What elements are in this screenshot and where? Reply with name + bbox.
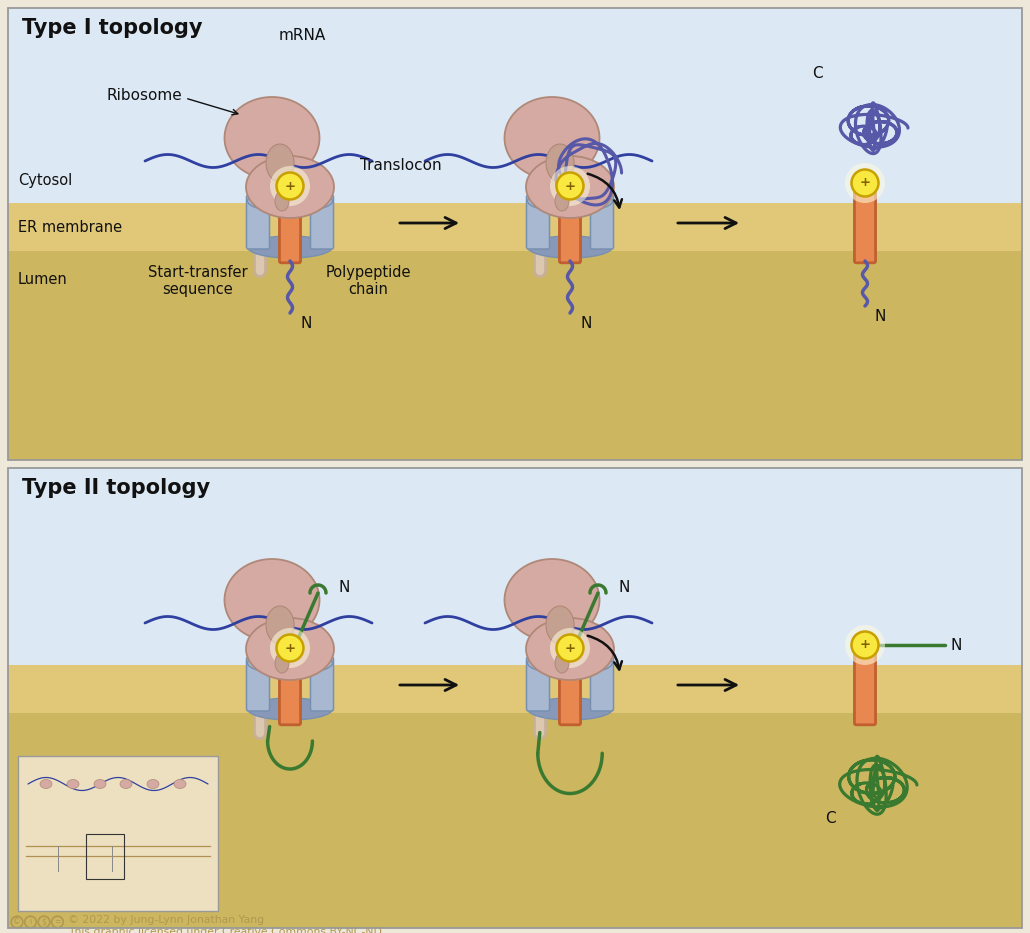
Text: +: + xyxy=(859,638,870,651)
Ellipse shape xyxy=(555,191,569,211)
FancyBboxPatch shape xyxy=(855,653,876,725)
Ellipse shape xyxy=(546,606,574,644)
Text: ©: © xyxy=(13,917,21,926)
FancyBboxPatch shape xyxy=(526,657,549,711)
Circle shape xyxy=(270,166,310,206)
Text: Type II topology: Type II topology xyxy=(22,478,210,498)
Ellipse shape xyxy=(270,196,310,206)
FancyBboxPatch shape xyxy=(526,195,549,249)
Circle shape xyxy=(550,628,590,668)
Ellipse shape xyxy=(246,618,334,680)
Ellipse shape xyxy=(527,652,613,674)
Ellipse shape xyxy=(266,606,294,644)
FancyBboxPatch shape xyxy=(8,8,1022,203)
Circle shape xyxy=(845,163,885,203)
Text: C: C xyxy=(812,66,822,81)
Text: N: N xyxy=(950,637,961,652)
Text: +: + xyxy=(284,179,296,192)
Text: Lumen: Lumen xyxy=(18,272,68,286)
Text: Polypeptide
chain: Polypeptide chain xyxy=(325,265,411,298)
Ellipse shape xyxy=(505,97,599,179)
Text: +: + xyxy=(564,179,576,192)
Ellipse shape xyxy=(247,236,333,258)
Ellipse shape xyxy=(121,779,132,788)
Ellipse shape xyxy=(555,653,569,673)
FancyBboxPatch shape xyxy=(279,193,301,263)
FancyBboxPatch shape xyxy=(590,195,614,249)
Text: N: N xyxy=(338,579,349,594)
Ellipse shape xyxy=(526,156,614,218)
FancyBboxPatch shape xyxy=(8,251,1022,460)
Text: ER membrane: ER membrane xyxy=(18,219,123,234)
Text: =: = xyxy=(55,917,61,926)
Ellipse shape xyxy=(225,97,319,179)
FancyBboxPatch shape xyxy=(590,657,614,711)
Text: Type I topology: Type I topology xyxy=(22,18,203,38)
Ellipse shape xyxy=(505,559,599,641)
Text: C: C xyxy=(825,811,835,826)
FancyBboxPatch shape xyxy=(8,713,1022,928)
Ellipse shape xyxy=(270,658,310,668)
Ellipse shape xyxy=(527,698,613,720)
Ellipse shape xyxy=(526,618,614,680)
Ellipse shape xyxy=(40,779,52,788)
Text: mRNA: mRNA xyxy=(278,28,325,43)
Text: © 2022 by Jung-Lynn Jonathan Yang
This graphic licensed under Creative Commons B: © 2022 by Jung-Lynn Jonathan Yang This g… xyxy=(68,915,382,933)
Circle shape xyxy=(556,634,584,661)
Text: N: N xyxy=(580,316,591,331)
Circle shape xyxy=(550,166,590,206)
Ellipse shape xyxy=(247,190,333,212)
Ellipse shape xyxy=(246,156,334,218)
FancyBboxPatch shape xyxy=(855,191,876,263)
Ellipse shape xyxy=(225,559,319,641)
Ellipse shape xyxy=(527,190,613,212)
Text: N: N xyxy=(300,316,311,331)
Ellipse shape xyxy=(275,191,289,211)
Circle shape xyxy=(276,173,304,200)
Ellipse shape xyxy=(147,779,159,788)
FancyBboxPatch shape xyxy=(8,665,1022,713)
Text: N: N xyxy=(618,579,629,594)
Text: i: i xyxy=(30,917,32,926)
Circle shape xyxy=(270,628,310,668)
FancyBboxPatch shape xyxy=(310,195,334,249)
Circle shape xyxy=(276,634,304,661)
FancyBboxPatch shape xyxy=(559,193,581,263)
Ellipse shape xyxy=(247,698,333,720)
Circle shape xyxy=(556,173,584,200)
Circle shape xyxy=(852,632,879,659)
Ellipse shape xyxy=(550,196,590,206)
FancyBboxPatch shape xyxy=(18,756,218,911)
Text: $: $ xyxy=(41,917,46,926)
Text: N: N xyxy=(876,309,887,324)
Text: Start-transfer
sequence: Start-transfer sequence xyxy=(148,265,248,298)
FancyBboxPatch shape xyxy=(559,655,581,725)
Circle shape xyxy=(845,625,885,665)
FancyBboxPatch shape xyxy=(8,468,1022,665)
Circle shape xyxy=(852,170,879,197)
Ellipse shape xyxy=(527,236,613,258)
Text: +: + xyxy=(284,642,296,655)
FancyBboxPatch shape xyxy=(8,203,1022,251)
FancyBboxPatch shape xyxy=(310,657,334,711)
Text: +: + xyxy=(564,642,576,655)
Ellipse shape xyxy=(546,144,574,182)
Text: Ribosome: Ribosome xyxy=(106,88,182,103)
FancyBboxPatch shape xyxy=(246,657,270,711)
Ellipse shape xyxy=(275,653,289,673)
Text: Translocon: Translocon xyxy=(360,158,442,173)
Text: +: + xyxy=(859,176,870,189)
Ellipse shape xyxy=(174,779,186,788)
Ellipse shape xyxy=(266,144,294,182)
Ellipse shape xyxy=(67,779,79,788)
FancyBboxPatch shape xyxy=(279,655,301,725)
Ellipse shape xyxy=(550,658,590,668)
Ellipse shape xyxy=(94,779,106,788)
Ellipse shape xyxy=(247,652,333,674)
FancyBboxPatch shape xyxy=(246,195,270,249)
Text: Cytosol: Cytosol xyxy=(18,174,72,188)
